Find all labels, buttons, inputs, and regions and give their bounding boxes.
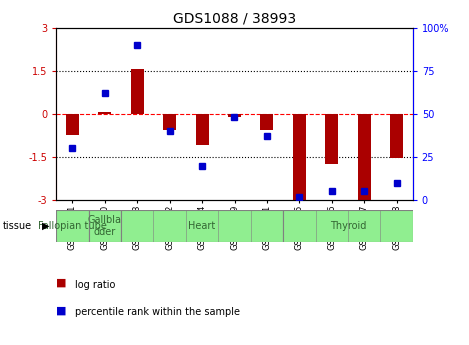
Text: Gallbla
dder: Gallbla dder	[88, 215, 122, 237]
Bar	[89, 210, 121, 241]
Bar	[163, 114, 176, 130]
Bar	[283, 210, 413, 241]
Bar	[358, 114, 371, 200]
Bar	[196, 114, 209, 146]
Text: Thyroid: Thyroid	[330, 221, 366, 231]
Text: ■: ■	[56, 278, 67, 288]
Text: percentile rank within the sample: percentile rank within the sample	[75, 307, 240, 317]
Text: ▶: ▶	[42, 221, 50, 231]
Bar	[228, 114, 241, 117]
Bar	[56, 210, 89, 241]
Text: Heart: Heart	[189, 221, 216, 231]
Bar	[325, 114, 338, 164]
Bar	[293, 114, 306, 200]
Bar	[121, 210, 283, 241]
Text: log ratio: log ratio	[75, 280, 115, 289]
Text: tissue: tissue	[2, 221, 31, 231]
Text: ■: ■	[56, 306, 67, 315]
Bar	[66, 114, 79, 136]
Text: Fallopian tube: Fallopian tube	[38, 221, 107, 231]
Title: GDS1088 / 38993: GDS1088 / 38993	[173, 11, 296, 25]
Bar	[390, 114, 403, 158]
Bar	[260, 114, 273, 130]
Bar	[98, 112, 111, 114]
Bar	[131, 69, 144, 114]
